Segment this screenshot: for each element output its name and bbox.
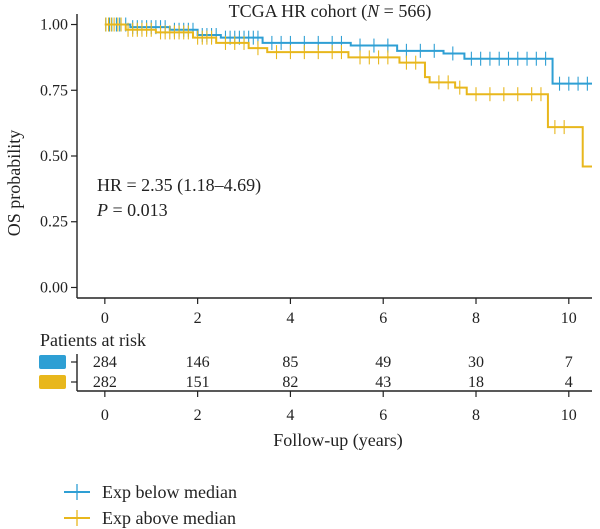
- bottom-x-tick-label: 10: [561, 407, 577, 424]
- p-annotation-value: = 0.013: [108, 200, 168, 220]
- risk-count: 146: [186, 354, 210, 371]
- risk-count: 82: [282, 374, 298, 391]
- survival-curve-2: [104, 23, 592, 168]
- hr-annotation: HR = 2.35 (1.18–4.69): [97, 175, 261, 196]
- x-tick-label: 6: [379, 310, 387, 327]
- y-tick-label: 1.00: [40, 17, 68, 34]
- chart-title-suffix: = 566): [379, 1, 431, 22]
- risk-count: 30: [468, 354, 484, 371]
- y-tick-label: 0.75: [40, 82, 68, 99]
- bottom-x-tick-label: 4: [286, 407, 294, 424]
- bottom-axis: 0 2 4 6 8 10: [77, 390, 592, 424]
- x-tick-label: 10: [561, 310, 577, 327]
- survival-curves: [104, 17, 592, 168]
- risk-count: 4: [565, 374, 573, 391]
- x-tick-label: 2: [194, 310, 202, 327]
- legend: Exp below median Exp above median: [64, 482, 237, 528]
- bottom-x-tick-label: 8: [472, 407, 480, 424]
- x-axis-label: Follow-up (years): [273, 430, 402, 451]
- main-axes: 0.00 0.25 0.50 0.75 1.00 0 2 4 6 8 10: [40, 14, 592, 327]
- legend-label: Exp above median: [102, 508, 236, 528]
- risk-count: 43: [375, 374, 391, 391]
- chart-title-italic: N: [366, 1, 380, 21]
- risk-count: 7: [565, 354, 573, 371]
- p-annotation: P = 0.013: [96, 200, 168, 220]
- bottom-x-tick-label: 2: [194, 407, 202, 424]
- x-tick-label: 0: [101, 310, 109, 327]
- risk-count: 18: [468, 374, 484, 391]
- risk-count: 151: [186, 374, 210, 391]
- risk-row-swatch: [39, 355, 66, 369]
- chart-title-prefix: TCGA HR cohort (: [229, 1, 368, 22]
- risk-table-title: Patients at risk: [40, 330, 146, 350]
- y-tick-label: 0.00: [40, 279, 68, 296]
- legend-label: Exp below median: [102, 482, 237, 502]
- x-tick-label: 8: [472, 310, 480, 327]
- risk-table: 284 146 85 49 30 7 282 151 82 43 18 4: [39, 354, 573, 391]
- legend-item-2: Exp above median: [64, 508, 236, 528]
- bottom-x-tick-label: 6: [379, 407, 387, 424]
- risk-count: 284: [93, 354, 117, 371]
- legend-item-1: Exp below median: [64, 482, 237, 502]
- risk-count: 282: [93, 374, 117, 391]
- risk-count: 49: [375, 354, 391, 371]
- chart-title: TCGA HR cohort (N = 566): [229, 1, 432, 22]
- x-tick-label: 4: [286, 310, 294, 327]
- p-annotation-symbol: P: [96, 200, 108, 220]
- y-axis-label: OS probability: [4, 130, 24, 237]
- bottom-x-tick-label: 0: [101, 407, 109, 424]
- risk-count: 85: [282, 354, 298, 371]
- risk-row-swatch: [39, 375, 66, 389]
- y-tick-label: 0.50: [40, 148, 68, 165]
- y-tick-label: 0.25: [40, 214, 68, 231]
